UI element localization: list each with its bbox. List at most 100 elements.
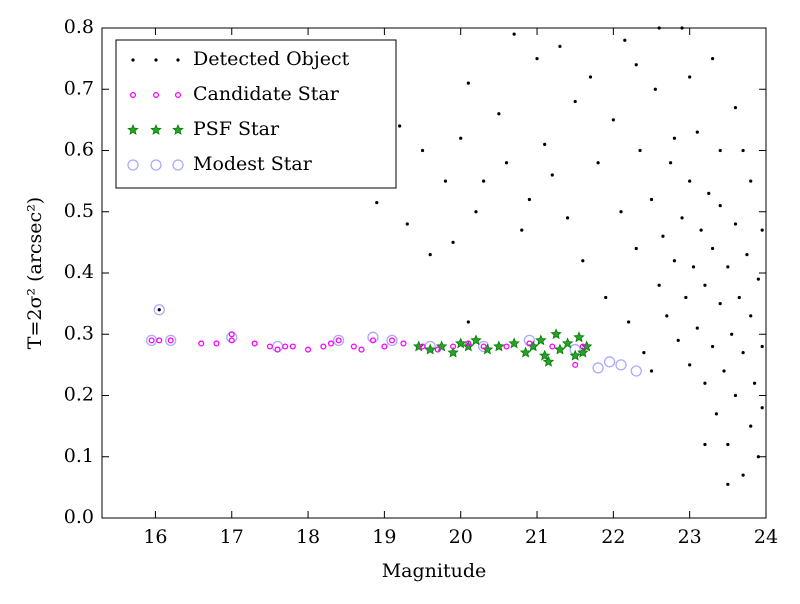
candidate-star bbox=[282, 343, 289, 350]
psf-star bbox=[573, 331, 585, 343]
detected-object bbox=[512, 32, 516, 36]
detected-object bbox=[730, 332, 734, 336]
psf-star bbox=[538, 349, 551, 361]
modest-star bbox=[603, 356, 616, 368]
candidate-star bbox=[167, 337, 174, 344]
detected-object bbox=[710, 344, 715, 349]
detected-object bbox=[466, 320, 470, 324]
legend: Detected Object Candidate Star PSF Star Mod… bbox=[115, 39, 397, 189]
candidate-star bbox=[198, 340, 205, 347]
detected-object bbox=[398, 124, 402, 128]
detected-object bbox=[688, 363, 692, 367]
modest-star bbox=[332, 334, 345, 347]
detected-object bbox=[405, 222, 409, 226]
detected-object bbox=[695, 326, 699, 330]
y-tick-label: 0.4 bbox=[64, 261, 94, 283]
modest-star bbox=[367, 331, 379, 343]
detected-object bbox=[749, 424, 753, 428]
y-tick-label: 0.5 bbox=[64, 200, 94, 222]
detected-object bbox=[596, 161, 600, 165]
psf-star bbox=[454, 337, 467, 349]
psf-star bbox=[424, 343, 436, 355]
detected-object bbox=[665, 314, 669, 318]
detected-object bbox=[760, 228, 764, 232]
detected-object bbox=[684, 295, 688, 300]
candidate-star bbox=[148, 337, 155, 344]
candidate-star bbox=[480, 343, 487, 350]
detected-object bbox=[535, 57, 539, 61]
detected-object bbox=[657, 283, 661, 287]
psf-star bbox=[569, 349, 581, 361]
detected-object bbox=[550, 173, 554, 177]
detected-object bbox=[680, 26, 684, 30]
modest-star bbox=[150, 159, 162, 171]
psf-star bbox=[508, 337, 520, 349]
detected-object bbox=[482, 179, 486, 183]
y-tick-label: 0.1 bbox=[64, 445, 94, 467]
modest-star bbox=[386, 334, 398, 347]
detected-object bbox=[604, 295, 608, 300]
legend-label: PSF Star bbox=[193, 118, 280, 140]
detected-object bbox=[726, 442, 730, 447]
detected-object bbox=[527, 197, 532, 202]
detected-object bbox=[497, 112, 501, 116]
psf-star bbox=[527, 340, 539, 352]
candidate-star bbox=[572, 361, 579, 368]
detected-object bbox=[661, 234, 665, 238]
detected-object bbox=[638, 148, 642, 153]
detected-object bbox=[760, 406, 764, 410]
detected-object bbox=[760, 344, 764, 349]
x-tick-label: 23 bbox=[678, 526, 702, 548]
candidate-star bbox=[350, 343, 357, 350]
detected-object bbox=[428, 253, 432, 257]
x-tick-label: 22 bbox=[601, 526, 625, 548]
detected-object bbox=[733, 106, 738, 110]
psf-star bbox=[535, 334, 547, 346]
candidate-star bbox=[579, 343, 586, 350]
detected-object bbox=[634, 246, 638, 251]
candidate-star bbox=[526, 340, 533, 347]
candidate-star bbox=[400, 340, 407, 347]
detected-object bbox=[707, 191, 711, 195]
detected-object bbox=[619, 210, 623, 214]
psf-star bbox=[172, 123, 184, 135]
detected-object bbox=[710, 57, 715, 61]
detected-object bbox=[756, 455, 760, 459]
detected-object bbox=[741, 473, 745, 477]
detected-object bbox=[745, 253, 749, 257]
detected-object bbox=[695, 130, 699, 134]
psf-star bbox=[550, 328, 562, 340]
detected-object bbox=[649, 369, 654, 373]
y-tick-label: 0.7 bbox=[64, 77, 94, 99]
detected-object bbox=[657, 26, 661, 30]
psf-star bbox=[150, 123, 162, 135]
candidate-star bbox=[289, 343, 296, 350]
detected-object bbox=[676, 338, 680, 342]
candidate-star bbox=[251, 340, 258, 347]
detected-object bbox=[649, 197, 654, 202]
detected-object bbox=[688, 75, 692, 79]
psf-star bbox=[554, 343, 566, 355]
candidate-star bbox=[228, 337, 235, 344]
detected-object bbox=[420, 148, 425, 153]
legend-box bbox=[115, 39, 397, 189]
detected-object bbox=[543, 142, 547, 146]
detected-object bbox=[623, 38, 627, 42]
detected-object bbox=[749, 179, 753, 183]
detected-object bbox=[474, 210, 478, 214]
detected-object bbox=[176, 58, 180, 62]
x-axis-label: Magnitude bbox=[382, 560, 487, 582]
psf-star bbox=[447, 346, 459, 358]
psf-star bbox=[519, 346, 532, 358]
x-tick-label: 21 bbox=[525, 526, 549, 548]
detected-object bbox=[699, 228, 703, 232]
candidate-star bbox=[434, 346, 441, 353]
detected-object bbox=[756, 277, 760, 281]
detected-object bbox=[611, 118, 615, 122]
psf-star bbox=[561, 337, 574, 349]
candidate-star bbox=[503, 343, 510, 350]
modest-star bbox=[615, 359, 627, 371]
modest-star bbox=[630, 365, 642, 377]
legend-label: Candidate Star bbox=[193, 83, 340, 105]
